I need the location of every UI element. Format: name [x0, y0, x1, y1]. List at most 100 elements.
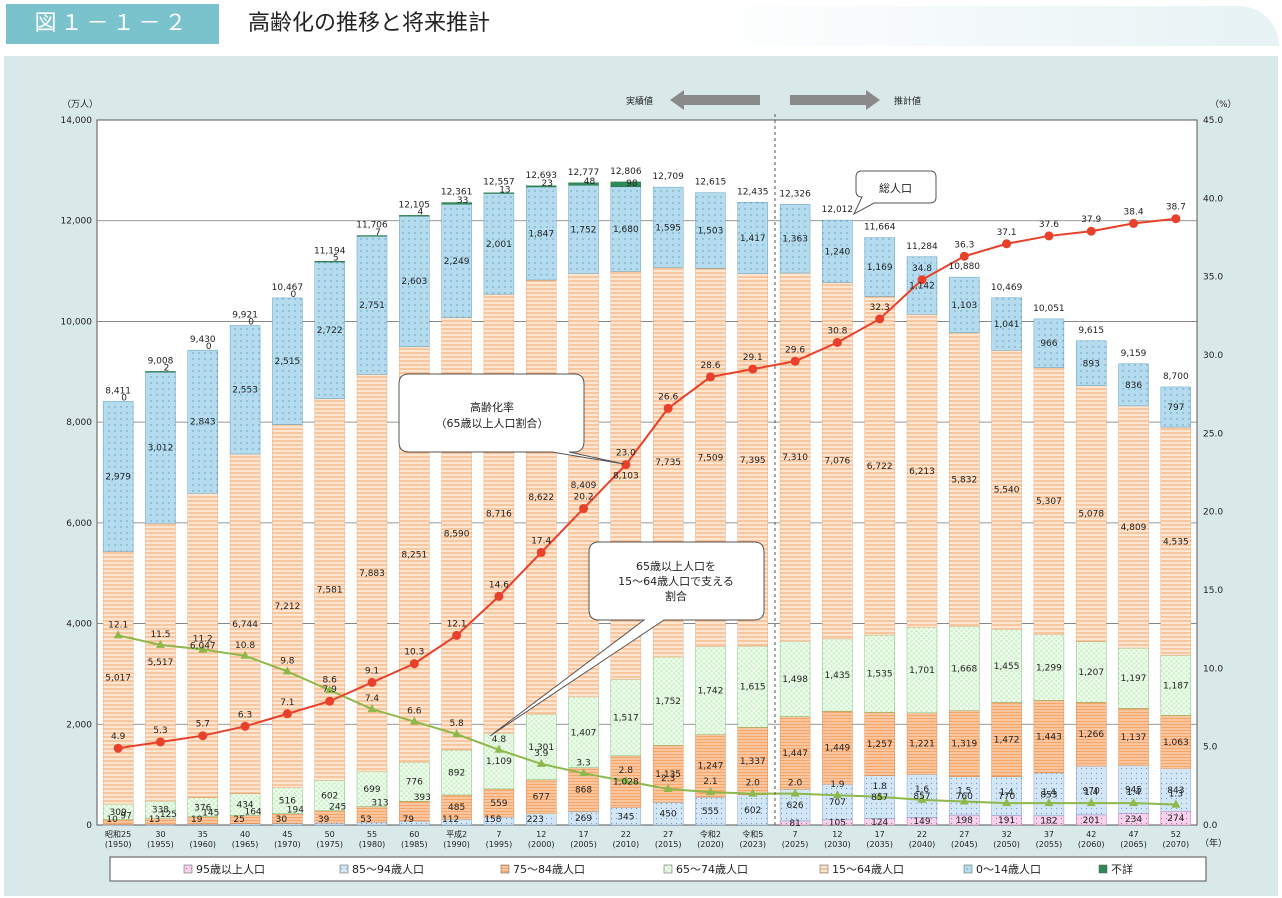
y2-tick-label: 45.0	[1203, 116, 1223, 126]
bar-0-14-label: 797	[1167, 403, 1184, 413]
bar-unknown-label: 13	[499, 185, 510, 195]
x-tick-era: 37	[1044, 830, 1054, 839]
x-tick-year: (2030)	[824, 840, 851, 849]
bar-75-84-label: 393	[414, 793, 431, 803]
bar-65-74-label: 309	[110, 808, 127, 818]
bar-95plus-label: 81	[789, 819, 800, 829]
x-tick-era: 7	[496, 830, 501, 839]
bar-85-94	[1033, 772, 1065, 817]
bar-75-84-label: 1,449	[825, 744, 851, 754]
bar-75-84-label: 97	[120, 812, 131, 822]
y2-tick-label: 30.0	[1203, 351, 1223, 361]
total-label: 10,469	[991, 283, 1023, 293]
aging-rate-label: 23.0	[616, 449, 636, 459]
bar-15-64	[1033, 367, 1065, 636]
total-label: 12,326	[779, 189, 811, 199]
aging-rate-label: 38.7	[1166, 203, 1186, 213]
aging-rate-point	[409, 659, 419, 669]
bar-75-84-label: 1,137	[1121, 733, 1147, 743]
y-tick-label: 10,000	[61, 317, 93, 327]
legend-box	[109, 856, 1207, 882]
bar-75-84	[1033, 700, 1065, 774]
bar-85-94-label: 53	[360, 815, 371, 825]
x-tick-era: 令和5	[742, 829, 763, 839]
total-label: 12,012	[822, 205, 854, 215]
bar-15-64-label: 4,535	[1163, 537, 1189, 547]
bar-85-94-label: 13	[149, 815, 160, 825]
bar-unknown	[314, 261, 345, 263]
support-ratio-label: 2.0	[746, 779, 761, 789]
x-tick-year: (1990)	[443, 840, 470, 849]
bar-85-94-label: 555	[702, 807, 719, 817]
bar-15-64-label: 8,103	[613, 471, 639, 481]
legend-label: 85～94歳人口	[352, 863, 424, 876]
legend-swatch	[663, 864, 673, 874]
support-ratio-point	[155, 639, 165, 648]
support-ratio-point	[959, 796, 969, 805]
bar-unknown	[441, 202, 472, 205]
bar-85-94-label: 19	[191, 815, 203, 825]
bar-75-84-label: 1,028	[613, 778, 639, 788]
bar-65-74-label: 1,299	[1036, 664, 1062, 674]
support-callout-line1: 65歳以上人口を	[636, 560, 716, 573]
bar-75-84	[441, 794, 472, 820]
bar-75-84-label: 1,443	[1036, 733, 1062, 743]
bar-85-94-label: 112	[442, 815, 459, 825]
bar-75-84-label: 1,247	[698, 762, 724, 772]
total-label: 12,105	[399, 200, 431, 210]
support-ratio-callout: 65歳以上人口を 15～64歳人口で支える 割合	[489, 541, 765, 737]
bar-15-64	[102, 551, 134, 805]
right-arrow-icon	[790, 90, 880, 110]
bar-0-14-label: 1,041	[994, 320, 1020, 330]
bar-85-94-label: 853	[1040, 790, 1057, 800]
bar-15-64-label: 8,409	[571, 481, 597, 491]
bar-65-74-label: 1,701	[909, 666, 935, 676]
bar-75-84	[737, 727, 768, 795]
total-callout: 総人口	[852, 170, 937, 216]
legend-swatch	[500, 864, 510, 874]
x-tick-era: 32	[1002, 830, 1012, 839]
support-ratio-label: 10.8	[235, 641, 255, 651]
bar-15-64-label: 5,832	[951, 475, 977, 485]
x-tick-era: 令和2	[700, 829, 721, 839]
aging-rate-callout-line2: （65歳以上人口割合）	[436, 416, 549, 430]
bar-15-64-label: 5,017	[105, 674, 131, 684]
support-ratio-label: 2.0	[788, 779, 803, 789]
aging-rate-label: 7.1	[280, 698, 294, 708]
bar-15-64-label: 7,735	[655, 458, 681, 468]
bar-unknown-label: 48	[584, 177, 596, 187]
aging-rate-point	[325, 696, 335, 706]
aging-rate-label: 5.3	[153, 726, 167, 736]
support-ratio-label: 2.1	[703, 777, 717, 787]
bar-unknown-label: 23	[542, 179, 553, 189]
bar-65-74-label: 1,207	[1078, 668, 1104, 678]
bar-95plus-label: 149	[913, 817, 930, 827]
aging-rate-label: 14.6	[489, 580, 509, 590]
aging-rate-label: 37.9	[1081, 215, 1101, 225]
legend-swatch	[1098, 864, 1108, 874]
bar-unknown	[483, 192, 515, 194]
bar-65-74-label: 376	[194, 803, 211, 813]
bar-15-64-label: 6,722	[867, 462, 893, 472]
bar-85-94	[949, 776, 980, 816]
aging-rate-label: 12.1	[447, 619, 467, 629]
bar-15-64	[526, 279, 557, 715]
y-tick-label: 14,000	[61, 116, 93, 126]
aging-rate-point	[1129, 218, 1139, 228]
bar-75-84-label: 868	[575, 786, 592, 796]
bar-0-14	[272, 297, 303, 425]
bar-65-74	[949, 626, 980, 711]
aging-rate-point	[113, 743, 123, 753]
support-ratio-label: 5.8	[449, 719, 464, 729]
bar-95plus-label: 182	[1040, 816, 1057, 826]
bar-75-84-label: 1,266	[1078, 730, 1104, 740]
bar-65-74-label: 1,187	[1163, 681, 1189, 691]
y2-tick-label: 25.0	[1203, 429, 1223, 439]
x-tick-year: (1955)	[147, 840, 174, 849]
bar-15-64-label: 5,078	[1078, 510, 1104, 520]
total-label: 12,693	[525, 171, 557, 181]
x-tick-era: 45	[282, 830, 292, 839]
bar-85-94-label: 970	[1083, 786, 1100, 796]
bar-75-84	[822, 710, 853, 785]
support-ratio-point	[917, 794, 927, 803]
